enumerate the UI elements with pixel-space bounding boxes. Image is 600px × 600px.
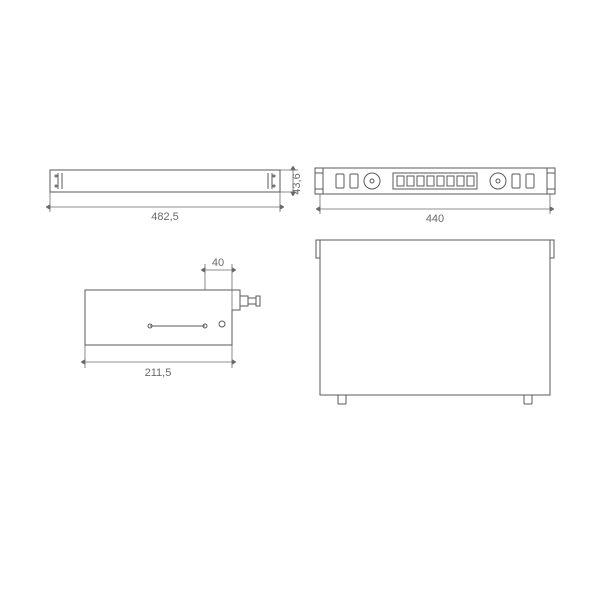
dim-front-width: 482,5 [151,211,179,223]
rear-view: 440 [315,168,555,225]
top-view [316,240,554,404]
side-view: 40 211,5 [85,257,260,379]
front-view: 482,5 43,6 [50,170,303,223]
dim-rear-width: 440 [426,213,444,225]
technical-drawing: 482,5 43,6 [0,0,600,600]
dim-side-depth: 211,5 [145,367,172,379]
dim-side-offset: 40 [212,257,224,269]
dim-front-height: 43,6 [291,173,303,194]
